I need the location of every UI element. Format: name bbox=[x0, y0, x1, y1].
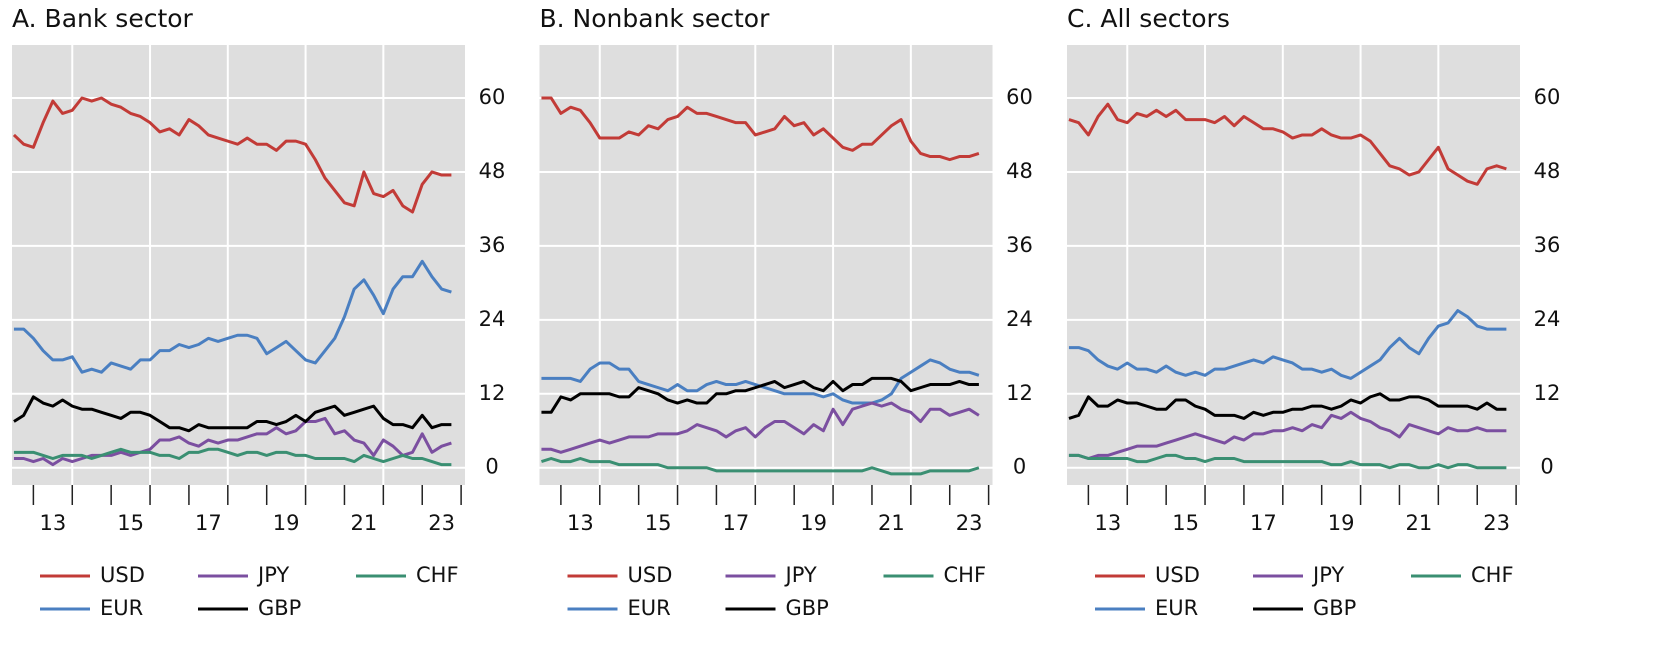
y-tick-label: 12 bbox=[1534, 381, 1561, 405]
series-line bbox=[1068, 102, 1507, 186]
y-tick-label: 12 bbox=[1006, 381, 1033, 405]
series-line bbox=[541, 376, 979, 414]
legend-label: EUR bbox=[1155, 596, 1198, 620]
y-tick-label: 60 bbox=[1534, 85, 1561, 109]
legend-label: GBP bbox=[786, 596, 829, 620]
series-line bbox=[1068, 410, 1507, 460]
x-tick-label: 19 bbox=[1328, 511, 1355, 535]
x-tick-label: 17 bbox=[1250, 511, 1277, 535]
x-tick-label: 19 bbox=[800, 511, 827, 535]
legend-label: EUR bbox=[628, 596, 671, 620]
x-tick-label: 15 bbox=[1172, 511, 1199, 535]
plot-area bbox=[1067, 45, 1520, 485]
legend-label: EUR bbox=[100, 596, 143, 620]
y-tick-label: 12 bbox=[479, 381, 506, 405]
legend-label: JPY bbox=[784, 563, 817, 587]
series-line bbox=[1068, 392, 1507, 420]
x-tick-label: 13 bbox=[39, 511, 66, 535]
x-tick-label: 19 bbox=[273, 511, 300, 535]
legend-label: USD bbox=[1155, 563, 1200, 587]
legend-label: GBP bbox=[258, 596, 301, 620]
legend-label: USD bbox=[628, 563, 673, 587]
series-line bbox=[541, 401, 980, 454]
plot-area bbox=[12, 45, 465, 485]
panel-title: A. Bank sector bbox=[12, 4, 194, 33]
series-line bbox=[13, 259, 452, 374]
panel-title: B. Nonbank sector bbox=[540, 4, 771, 33]
plot-area bbox=[539, 45, 993, 485]
x-tick-label: 21 bbox=[878, 511, 905, 535]
y-tick-label: 24 bbox=[1006, 307, 1033, 331]
y-tick-label: 48 bbox=[479, 159, 506, 183]
y-tick-label: 60 bbox=[479, 85, 506, 109]
legend-label: CHF bbox=[944, 563, 987, 587]
y-tick-label: 36 bbox=[1534, 233, 1561, 257]
x-tick-label: 15 bbox=[645, 511, 672, 535]
y-tick-label: 24 bbox=[1534, 307, 1561, 331]
y-tick-label: 36 bbox=[479, 233, 506, 257]
legend-label: CHF bbox=[416, 563, 459, 587]
series-line bbox=[13, 395, 452, 433]
y-tick-label: 36 bbox=[1006, 233, 1033, 257]
series-line bbox=[541, 96, 980, 162]
x-tick-label: 13 bbox=[567, 511, 594, 535]
x-tick-label: 17 bbox=[195, 511, 222, 535]
x-tick-label: 23 bbox=[956, 511, 983, 535]
y-tick-label: 0 bbox=[1540, 455, 1553, 479]
series-line bbox=[1068, 453, 1507, 470]
legend-label: GBP bbox=[1313, 596, 1356, 620]
y-tick-label: 0 bbox=[485, 455, 498, 479]
series-line bbox=[540, 457, 980, 476]
legend-label: CHF bbox=[1471, 563, 1514, 587]
series-line bbox=[13, 447, 452, 467]
y-tick-label: 0 bbox=[1013, 455, 1026, 479]
legend-label: JPY bbox=[1311, 563, 1344, 587]
panel-title: C. All sectors bbox=[1067, 4, 1230, 33]
x-tick-label: 17 bbox=[722, 511, 749, 535]
legend-label: JPY bbox=[256, 563, 289, 587]
y-tick-label: 24 bbox=[479, 307, 506, 331]
y-tick-label: 60 bbox=[1006, 85, 1033, 109]
y-tick-label: 48 bbox=[1006, 159, 1033, 183]
series-line bbox=[12, 96, 452, 214]
x-tick-label: 13 bbox=[1094, 511, 1121, 535]
x-tick-label: 23 bbox=[1483, 511, 1510, 535]
x-tick-label: 21 bbox=[351, 511, 378, 535]
y-tick-label: 48 bbox=[1534, 159, 1561, 183]
x-tick-label: 23 bbox=[428, 511, 455, 535]
series-line bbox=[1068, 309, 1507, 380]
legend-label: USD bbox=[100, 563, 145, 587]
x-tick-label: 21 bbox=[1406, 511, 1433, 535]
x-tick-label: 15 bbox=[117, 511, 144, 535]
